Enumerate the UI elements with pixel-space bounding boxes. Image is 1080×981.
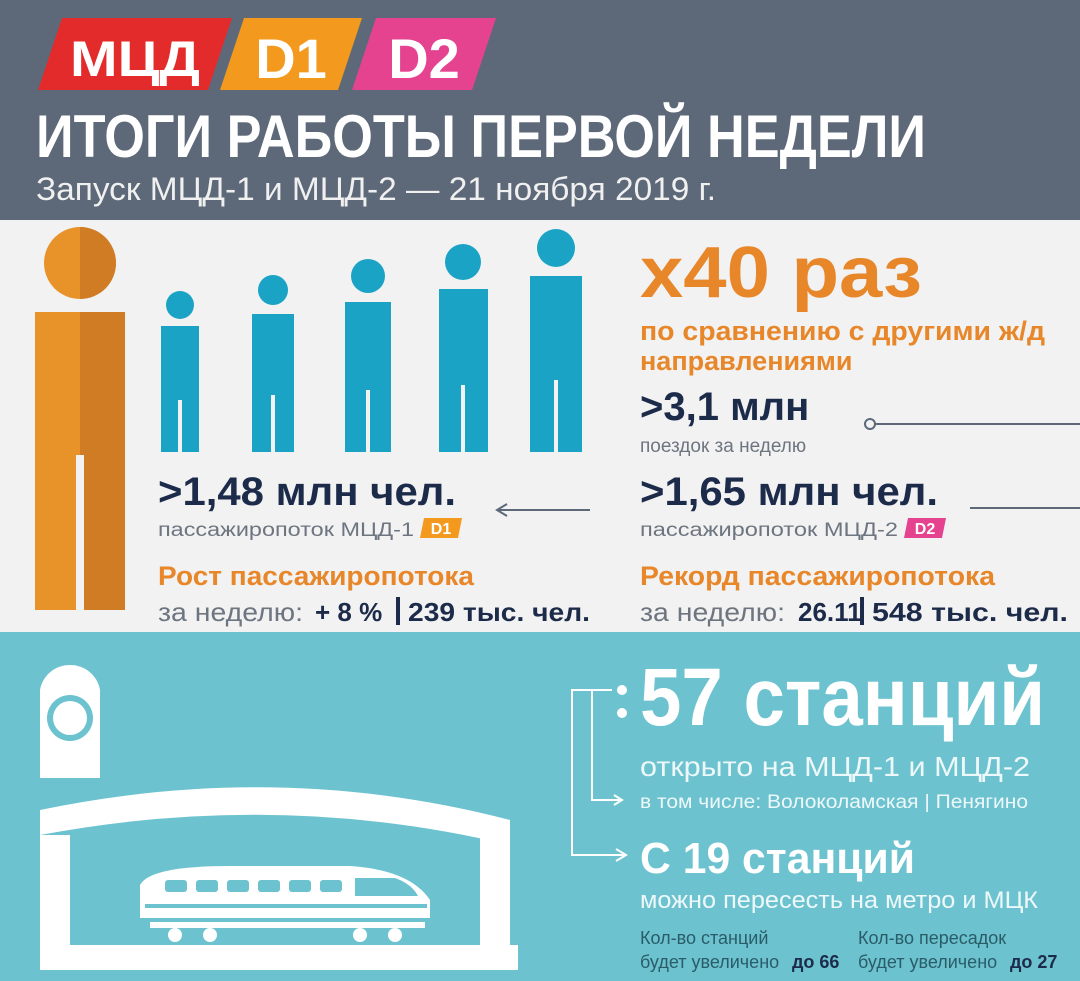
logo-mcd: МЦД xyxy=(70,31,200,87)
transfers-note: можно пересесть на метро и МЦК xyxy=(640,887,1038,914)
future-line1: Кол-во станций xyxy=(640,928,768,948)
logo-mcd-bg xyxy=(38,18,232,90)
transfers: С 19 станций xyxy=(640,834,915,883)
logo-d2-bg xyxy=(352,18,496,90)
multiplier-note: направлениями xyxy=(640,346,852,376)
separator xyxy=(860,597,864,625)
future-line2: будет увеличено xyxy=(858,952,997,972)
title: ИТОГИ РАБОТЫ ПЕРВОЙ НЕДЕЛИ xyxy=(36,103,926,170)
leg-gaps xyxy=(178,380,558,452)
separator xyxy=(396,597,400,625)
logo-d2: D2 xyxy=(388,27,460,90)
d1-badge: D1 xyxy=(431,521,452,538)
dot xyxy=(617,685,627,695)
record-amount: 548 тыс. чел. xyxy=(872,597,1068,627)
trips-note: поездок за неделю xyxy=(640,436,806,457)
future-target: до 27 xyxy=(1010,952,1057,972)
growth-title: Рост пассажиропотока xyxy=(158,561,475,591)
growth-amount: 239 тыс. чел. xyxy=(408,597,590,627)
growth-label: за неделю: xyxy=(158,597,303,627)
d2-value: >1,65 млн чел. xyxy=(640,470,938,514)
future-target: до 66 xyxy=(792,952,839,972)
d2-badge: D2 xyxy=(915,521,936,538)
big-person xyxy=(35,227,125,610)
d1-value: >1,48 млн чел. xyxy=(158,470,456,514)
connectors xyxy=(495,418,1080,517)
d2-badge-bg xyxy=(904,518,946,538)
dot xyxy=(617,708,627,718)
stations-note: открыто на МЦД-1 и МЦД-2 xyxy=(640,751,1030,782)
multiplier-note: по сравнению с другими ж/д xyxy=(640,316,1045,346)
d1-badge-bg xyxy=(420,518,462,538)
train-windows xyxy=(145,878,427,908)
station-icon xyxy=(40,664,518,970)
stations-including: в том числе: Волоколамская | Пенягино xyxy=(640,792,1028,813)
d1-note: пассажиропоток МЦД-1 xyxy=(158,520,414,541)
d2-note: пассажиропоток МЦД-2 xyxy=(640,520,898,541)
record-date: 26.11 xyxy=(798,597,862,627)
logo-d1: D1 xyxy=(255,27,327,90)
growth-percent: + 8 % xyxy=(315,597,382,627)
record-label: за неделю: xyxy=(640,597,785,627)
bracket xyxy=(571,689,628,862)
future-line1: Кол-во пересадок xyxy=(858,928,1006,948)
stations-count: 57 станций xyxy=(640,652,1045,743)
future-line2: будет увеличено xyxy=(640,952,779,972)
record-title: Рекорд пассажиропотока xyxy=(640,561,996,591)
logo-d1-bg xyxy=(220,18,362,90)
multiplier: х40 раз xyxy=(640,233,922,313)
subtitle: Запуск МЦД-1 и МЦД-2 — 21 ноября 2019 г. xyxy=(36,171,716,207)
trips: >3,1 млн xyxy=(640,385,809,429)
